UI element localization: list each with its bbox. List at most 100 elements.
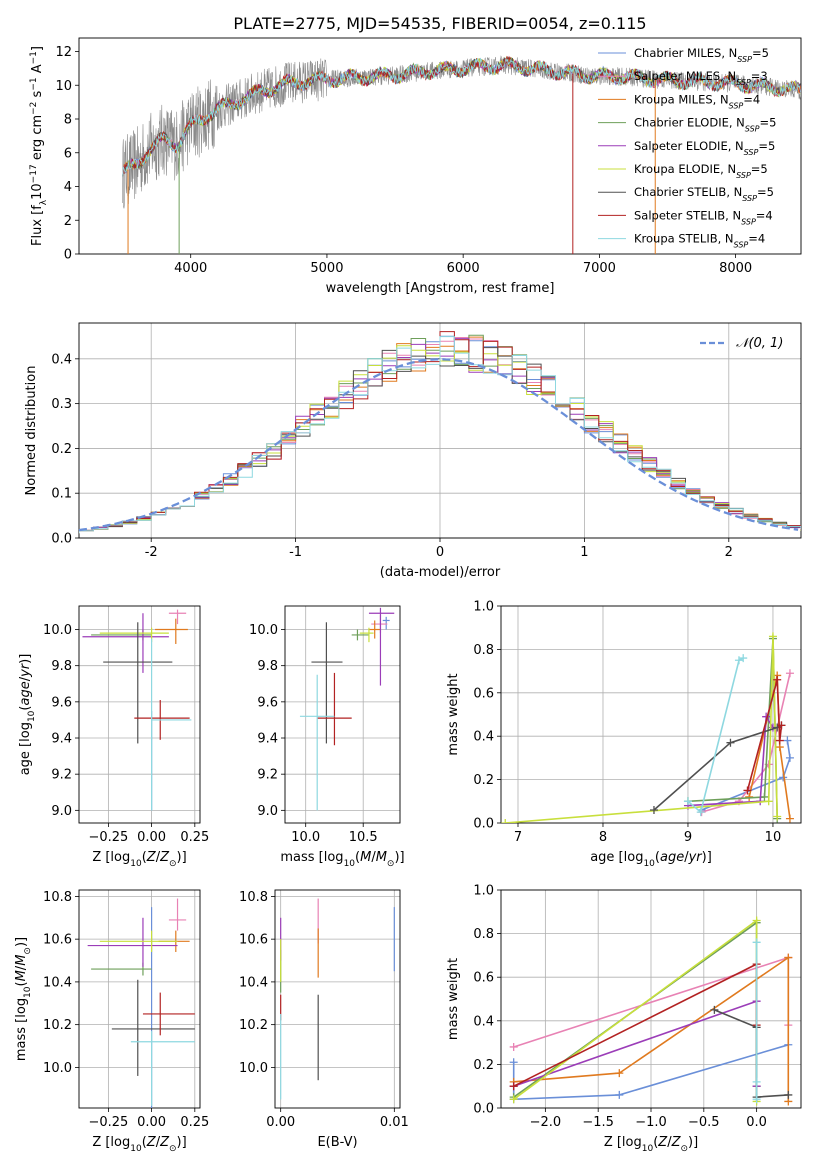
x-tick-label: 10.5 [349,830,378,845]
axes-frame [78,605,201,824]
x-tick-label: 0.25 [180,830,209,845]
x-tick-label: 2 [725,545,733,560]
y-tick-label: 9.8 [257,659,278,674]
x-axis-label: age [log10(age/yr)] [590,850,712,869]
x-tick-label: 0.00 [137,1115,166,1130]
y-tick-label: 0.4 [473,1014,494,1029]
legend-label: Chabrier MILES, NSSP=5 [634,46,769,64]
x-tick-label: 5000 [310,261,343,276]
x-tick-label: 7 [514,830,522,845]
legend-label: Chabrier ELODIE, NSSP=5 [634,116,776,134]
model-line-6 [122,56,801,177]
y-tick-label: 4 [64,180,72,195]
mass-weight-marker-1 [509,1042,518,1051]
mass-weight-marker-8 [696,808,705,817]
mass-weight-marker-5 [773,812,782,821]
y-tick-label: 0.8 [473,927,494,942]
mass-weight-marker-6 [784,1090,793,1099]
legend-label: Salpeter STELIB, NSSP=4 [634,208,773,226]
mass-weight-marker-2 [785,814,794,823]
panel-age_vs_Z: −0.25 0.00 0.25 9.0 9.2 9.4 9.6 9.8 10.0 Z [log10… [18,605,209,869]
mass-weight-marker-7 [509,1082,518,1091]
x-axis-label: Z [log10(Z/Z⊙)] [92,850,186,869]
x-tick-label: 9 [684,830,692,845]
x-axis-label: Z [log10(Z/Z⊙)] [604,1135,698,1154]
mass-weight-line-7 [513,962,758,1087]
x-tick-label: −0.25 [88,1115,128,1130]
mass-weight-marker-0 [509,1058,518,1067]
mass-weight-line-7 [746,679,783,791]
y-tick-label: 10.6 [43,933,72,948]
axes-frame [500,889,802,1109]
x-tick-label: 1 [580,545,588,560]
panel-age_vs_mass: 10.0 10.5 9.0 9.2 9.4 9.6 9.8 10.0 mass [log10(M… [249,605,405,869]
mass-weight-line-5 [513,918,758,1102]
y-tick-label: 9.8 [51,659,72,674]
mass-weight-line-4 [687,714,774,807]
y-tick-label: 10.2 [239,1018,268,1033]
mass-weight-marker-1 [785,669,794,678]
axes-frame [500,605,802,824]
y-tick-label: 9.2 [51,768,72,783]
x-tick-label: 6000 [447,261,480,276]
mass-weight-marker-8 [752,938,761,947]
mass-weight-line-2 [513,956,790,1102]
y-tick-label: 8 [64,113,72,128]
y-tick-label: 10.8 [43,890,72,905]
y-tick-label: 9.2 [257,768,278,783]
model-line-7 [122,55,801,177]
y-tick-label: 9.6 [257,695,278,710]
mass-weight-marker-8 [752,1077,761,1086]
axes-frame [78,322,802,539]
gaussian-curve [78,358,799,532]
y-tick-label: 10.8 [239,890,268,905]
mass-weight-marker-5 [764,797,773,806]
x-tick-label: −0.25 [88,830,128,845]
y-tick-label: 0.1 [51,487,72,502]
mass-weight-marker-8 [734,656,743,665]
y-tick-label: 10.2 [43,1018,72,1033]
panel-spectrum: 4000 5000 6000 7000 8000 0 2 4 6 8 10 12 wavelength … [29,37,802,296]
y-tick-label: 0.2 [473,1058,494,1073]
x-tick-label: 10.0 [291,830,320,845]
y-tick-label: 10.0 [249,623,278,638]
y-tick-label: 9.4 [257,732,278,747]
panel-mass_vs_EBV: 0.00 0.01 10.0 10.2 10.4 10.6 10.8 E(B-V) [239,889,409,1150]
y-tick-label: 12 [55,45,72,60]
mass-weight-marker-2 [784,953,793,962]
mass-weight-marker-3 [760,792,769,801]
legend-label: 𝒩(0, 1) [736,336,783,351]
y-tick-label: 10.6 [239,933,268,948]
y-tick-label: 0.0 [473,817,494,832]
y-axis-label: age [log10(age/yr)] [18,654,37,776]
mass-weight-line-8 [687,657,744,814]
panel-residuals: -2 -1 0 1 2 0.0 0.1 0.2 0.3 0.4 𝒩(0, 1) (data-model… [24,322,802,580]
x-tick-label: 10 [765,830,782,845]
x-axis-label: (data-model)/error [380,565,501,580]
x-tick-label: -2 [145,545,158,560]
y-tick-label: 0.6 [473,686,494,701]
mass-weight-marker-8 [752,1095,761,1104]
panel-mass_weight_vs_age: 7 8 9 10 0.0 0.2 0.4 0.6 0.8 1.0 age [log10(age/yr… [446,600,802,869]
y-axis-label: mass [log10(M/M⊙)] [14,937,33,1061]
y-tick-label: 10.4 [43,975,72,990]
legend-label: Salpeter ELODIE, NSSP=5 [634,139,775,157]
legend-label: Chabrier STELIB, NSSP=5 [634,185,774,203]
x-axis-label: mass [log10(M/M⊙)] [280,850,404,869]
y-tick-label: 0.8 [473,643,494,658]
axes-frame [284,605,401,824]
mass-weight-marker-2 [615,1069,624,1078]
panel-mass_vs_Z: −0.25 0.00 0.25 10.0 10.2 10.4 10.6 10.8 Z [log1… [14,889,209,1154]
x-tick-label: 4000 [174,261,207,276]
y-tick-label: 1.0 [473,884,494,899]
panel-mass_weight_vs_Z: −2.0 −1.5 −1.0 −0.5 0.0 0.0 0.2 0.4 0.6 0.8 1.0 Z [… [446,884,802,1154]
mass-weight-marker-6 [726,738,735,747]
mass-weight-line-5 [505,636,778,823]
x-tick-label: 0 [436,545,444,560]
mass-weight-marker-5 [501,819,510,823]
y-tick-label: 0.2 [51,442,72,457]
y-tick-label: 0.3 [51,397,72,412]
x-tick-label: 8 [599,830,607,845]
x-tick-label: 8000 [719,261,752,276]
y-axis-label: mass weight [446,673,461,755]
